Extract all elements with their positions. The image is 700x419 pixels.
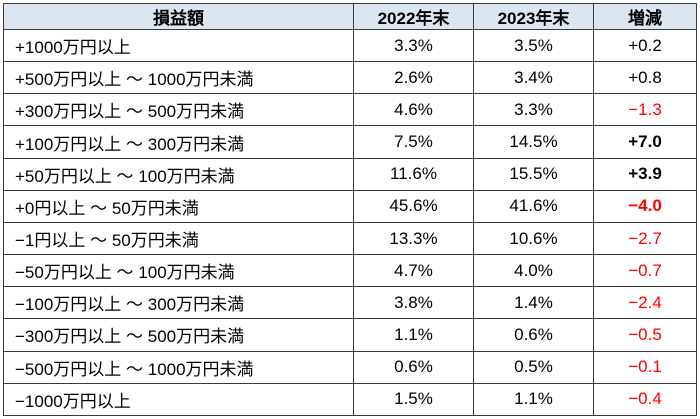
- table-row: −1円以上 ～ 50万円未満 13.3% 10.6% −2.7: [3, 221, 697, 256]
- change-cell: +0.2: [593, 28, 697, 63]
- loss-gain-range-cell: +1000万円以上: [3, 28, 354, 63]
- table-row: +0円以上 ～ 50万円未満 45.6% 41.6% −4.0: [3, 189, 697, 223]
- table-row: +500万円以上 ～ 1000万円未満 2.6% 3.4% +0.8: [3, 61, 697, 95]
- pct-2022-cell: 45.6%: [353, 189, 474, 223]
- pct-2022-cell: 7.5%: [353, 125, 474, 159]
- pct-2022-cell: 4.7%: [353, 254, 474, 288]
- loss-gain-range-cell: +300万円以上 ～ 500万円未満: [3, 93, 354, 127]
- table-row: +100万円以上 ～ 300万円未満 7.5% 14.5% +7.0: [3, 125, 697, 159]
- loss-gain-range-cell: +100万円以上 ～ 300万円未満: [3, 125, 354, 159]
- table-body: +1000万円以上 3.3% 3.5% +0.2 +500万円以上 ～ 1000…: [3, 28, 697, 417]
- change-cell: −0.1: [593, 350, 697, 384]
- loss-gain-range-cell: −1円以上 ～ 50万円未満: [3, 221, 354, 256]
- pct-2022-cell: 1.5%: [353, 382, 474, 417]
- change-cell: −2.4: [593, 286, 697, 320]
- table-row: −300万円以上 ～ 500万円未満 1.1% 0.6% −0.5: [3, 318, 697, 352]
- profit-loss-distribution-table: 損益額 2022年末 2023年末 増減 +1000万円以上 3.3% 3.5%…: [3, 3, 697, 417]
- loss-gain-range-cell: +50万円以上 ～ 100万円未満: [3, 157, 354, 191]
- pct-2023-cell: 1.4%: [473, 286, 594, 320]
- change-cell: −1.3: [593, 93, 697, 127]
- pct-2023-cell: 3.4%: [473, 61, 594, 95]
- change-cell: +7.0: [593, 125, 697, 159]
- table-header: 損益額 2022年末 2023年末 増減: [3, 3, 697, 30]
- loss-gain-range-cell: +500万円以上 ～ 1000万円未満: [3, 61, 354, 95]
- change-cell: +3.9: [593, 157, 697, 191]
- pct-2023-cell: 14.5%: [473, 125, 594, 159]
- loss-gain-range-cell: +0円以上 ～ 50万円未満: [3, 189, 354, 223]
- pct-2023-cell: 41.6%: [473, 189, 594, 223]
- pct-2023-cell: 0.6%: [473, 318, 594, 352]
- table-row: −50万円以上 ～ 100万円未満 4.7% 4.0% −0.7: [3, 254, 697, 288]
- pct-2023-cell: 0.5%: [473, 350, 594, 384]
- pct-2022-cell: 3.8%: [353, 286, 474, 320]
- column-header-loss-gain: 損益額: [3, 3, 354, 30]
- change-cell: −4.0: [593, 189, 697, 223]
- pct-2022-cell: 11.6%: [353, 157, 474, 191]
- change-cell: −0.5: [593, 318, 697, 352]
- table-row: −500万円以上 ～ 1000万円未満 0.6% 0.5% −0.1: [3, 350, 697, 384]
- column-header-change: 増減: [593, 3, 697, 30]
- pct-2023-cell: 1.1%: [473, 382, 594, 417]
- pct-2023-cell: 15.5%: [473, 157, 594, 191]
- loss-gain-range-cell: −100万円以上 ～ 300万円未満: [3, 286, 354, 320]
- loss-gain-range-cell: −500万円以上 ～ 1000万円未満: [3, 350, 354, 384]
- pct-2022-cell: 3.3%: [353, 28, 474, 63]
- table-row: −100万円以上 ～ 300万円未満 3.8% 1.4% −2.4: [3, 286, 697, 320]
- pct-2023-cell: 3.5%: [473, 28, 594, 63]
- change-cell: −2.7: [593, 221, 697, 256]
- pct-2022-cell: 1.1%: [353, 318, 474, 352]
- loss-gain-range-cell: −300万円以上 ～ 500万円未満: [3, 318, 354, 352]
- pct-2022-cell: 2.6%: [353, 61, 474, 95]
- change-cell: −0.7: [593, 254, 697, 288]
- table-row: +300万円以上 ～ 500万円未満 4.6% 3.3% −1.3: [3, 93, 697, 127]
- change-cell: +0.8: [593, 61, 697, 95]
- pct-2022-cell: 4.6%: [353, 93, 474, 127]
- loss-gain-range-cell: −50万円以上 ～ 100万円未満: [3, 254, 354, 288]
- table-row: +1000万円以上 3.3% 3.5% +0.2: [3, 28, 697, 63]
- table-row: −1000万円以上 1.5% 1.1% −0.4: [3, 382, 697, 417]
- pct-2022-cell: 0.6%: [353, 350, 474, 384]
- pct-2023-cell: 4.0%: [473, 254, 594, 288]
- pct-2022-cell: 13.3%: [353, 221, 474, 256]
- column-header-2022: 2022年末: [353, 3, 474, 30]
- column-header-2023: 2023年末: [473, 3, 594, 30]
- pct-2023-cell: 10.6%: [473, 221, 594, 256]
- header-row: 損益額 2022年末 2023年末 増減: [3, 3, 697, 30]
- pct-2023-cell: 3.3%: [473, 93, 594, 127]
- loss-gain-range-cell: −1000万円以上: [3, 382, 354, 417]
- table-row: +50万円以上 ～ 100万円未満 11.6% 15.5% +3.9: [3, 157, 697, 191]
- change-cell: −0.4: [593, 382, 697, 417]
